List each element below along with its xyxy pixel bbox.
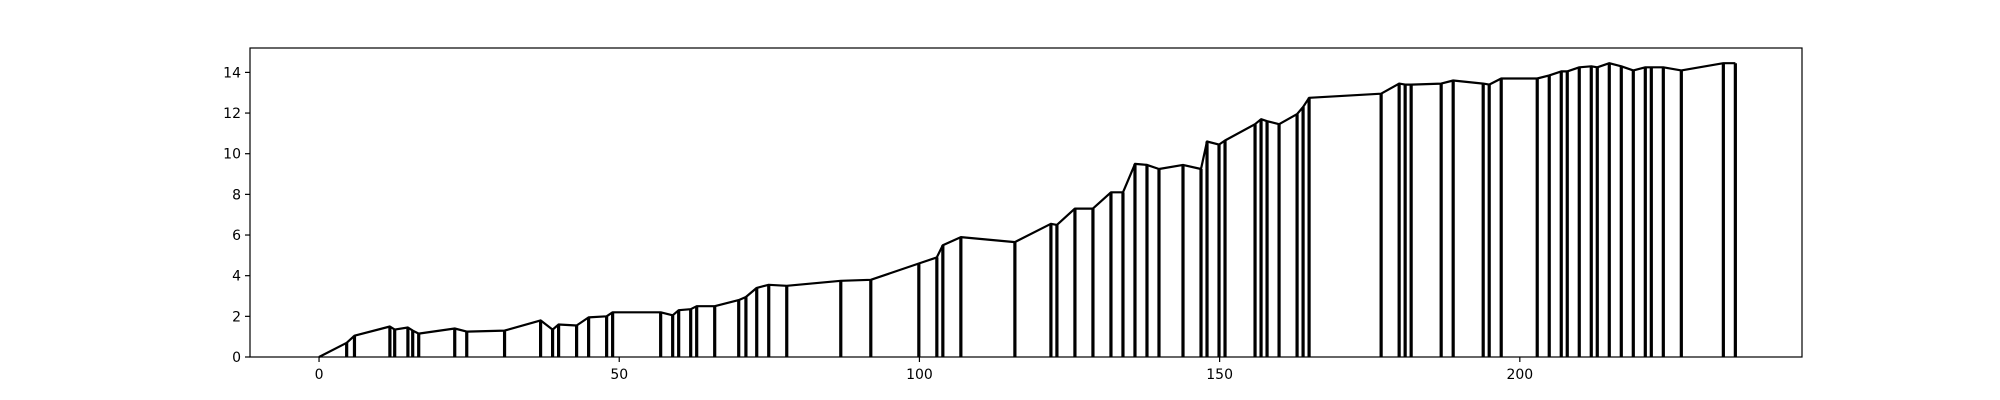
x-tick-label: 50 — [610, 367, 628, 383]
y-tick-label: 14 — [223, 65, 241, 81]
y-tick-label: 2 — [232, 309, 241, 325]
y-tick-label: 0 — [232, 350, 241, 366]
series-line — [318, 62, 1736, 358]
x-tick-label: 0 — [315, 367, 324, 383]
y-axis: 0 2 4 6 8 10 12 14 — [223, 65, 250, 366]
x-axis: 0 50 100 150 200 — [315, 357, 1533, 383]
data-lines — [318, 62, 1737, 358]
y-tick-label: 4 — [232, 269, 241, 285]
x-tick-label: 200 — [1506, 367, 1533, 383]
x-tick-label: 100 — [906, 367, 933, 383]
x-tick-label: 150 — [1206, 367, 1233, 383]
y-tick-label: 6 — [232, 228, 241, 244]
plot-frame — [249, 47, 1803, 358]
y-tick-label: 12 — [223, 106, 241, 122]
y-tick-label: 10 — [223, 147, 241, 163]
y-tick-label: 8 — [232, 187, 241, 203]
